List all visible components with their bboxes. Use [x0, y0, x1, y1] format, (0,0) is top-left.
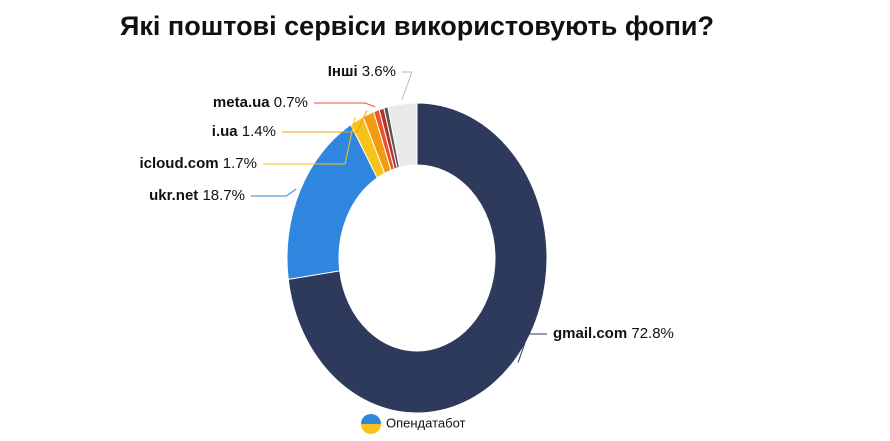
slice-name: ukr.net [149, 187, 198, 204]
donut-slice [387, 102, 418, 168]
slice-value: 18.7% [202, 187, 245, 204]
slice-name: icloud.com [139, 155, 218, 172]
slice-label: Інші 3.6% [328, 63, 396, 80]
slice-name: gmail.com [553, 325, 627, 342]
slice-value: 1.4% [242, 123, 276, 140]
slice-value: 1.7% [223, 155, 257, 172]
leader-line [282, 110, 368, 133]
leader-line [314, 102, 376, 108]
slice-label: meta.ua 0.7% [213, 94, 308, 111]
slice-label: icloud.com 1.7% [139, 155, 257, 172]
leader-line [517, 333, 547, 363]
brand-logo [361, 414, 381, 434]
slice-name: Інші [328, 63, 358, 80]
leader-line [263, 116, 356, 165]
slice-name: i.ua [212, 123, 238, 140]
slice-label: i.ua 1.4% [212, 123, 276, 140]
brand-name: Опендатабот [386, 415, 466, 430]
slice-label: ukr.net 18.7% [149, 187, 245, 204]
chart-title: Які поштові сервіси використовують фопи? [120, 11, 714, 41]
donut-slice [287, 102, 548, 414]
slice-value: 3.6% [362, 63, 396, 80]
slice-value: 72.8% [631, 325, 674, 342]
leader-line [401, 71, 413, 101]
slice-name: meta.ua [213, 94, 270, 111]
leader-line [251, 188, 297, 197]
slice-label: gmail.com 72.8% [553, 325, 674, 342]
slice-value: 0.7% [274, 94, 308, 111]
